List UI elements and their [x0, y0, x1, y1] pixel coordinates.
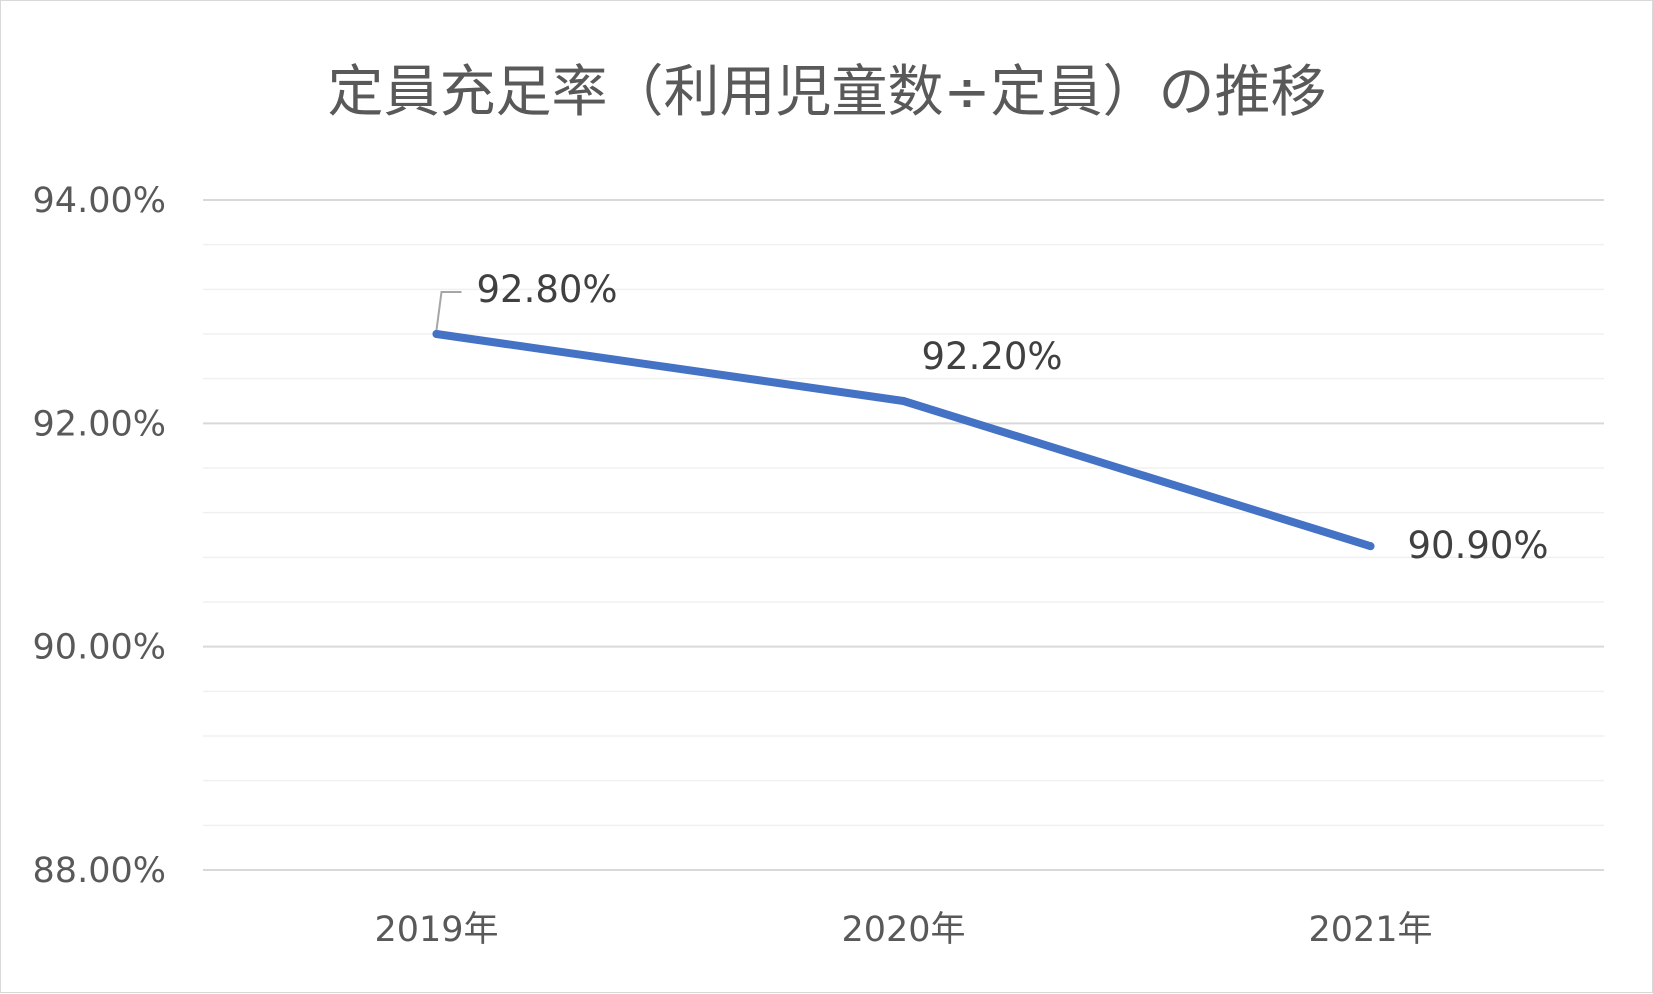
- data-label: 92.20%: [922, 335, 1063, 378]
- leader-line: [435, 291, 462, 331]
- data-labels: 92.80% 92.20% 90.90%: [435, 268, 1549, 567]
- gridlines: [203, 199, 1604, 871]
- series-layer: [432, 330, 1375, 551]
- y-axis-ticks: 94.00% 92.00% 90.00% 88.00%: [33, 181, 166, 891]
- data-point: [432, 330, 441, 338]
- x-tick-label: 2019年: [374, 910, 498, 950]
- x-axis-ticks: 2019年 2020年 2021年: [374, 910, 1432, 950]
- y-tick-label: 94.00%: [33, 181, 166, 221]
- x-tick-label: 2021年: [1308, 910, 1432, 950]
- data-label: 92.80%: [477, 268, 618, 311]
- data-label: 90.90%: [1408, 524, 1549, 567]
- y-tick-label: 90.00%: [33, 628, 166, 668]
- y-tick-label: 92.00%: [33, 404, 166, 444]
- x-tick-label: 2020年: [841, 910, 965, 950]
- chart-title: 定員充足率（利用児童数÷定員）の推移: [328, 60, 1327, 125]
- data-point: [899, 397, 908, 405]
- series-line: [432, 330, 1375, 551]
- data-point: [1366, 542, 1375, 551]
- y-tick-label: 88.00%: [33, 851, 166, 891]
